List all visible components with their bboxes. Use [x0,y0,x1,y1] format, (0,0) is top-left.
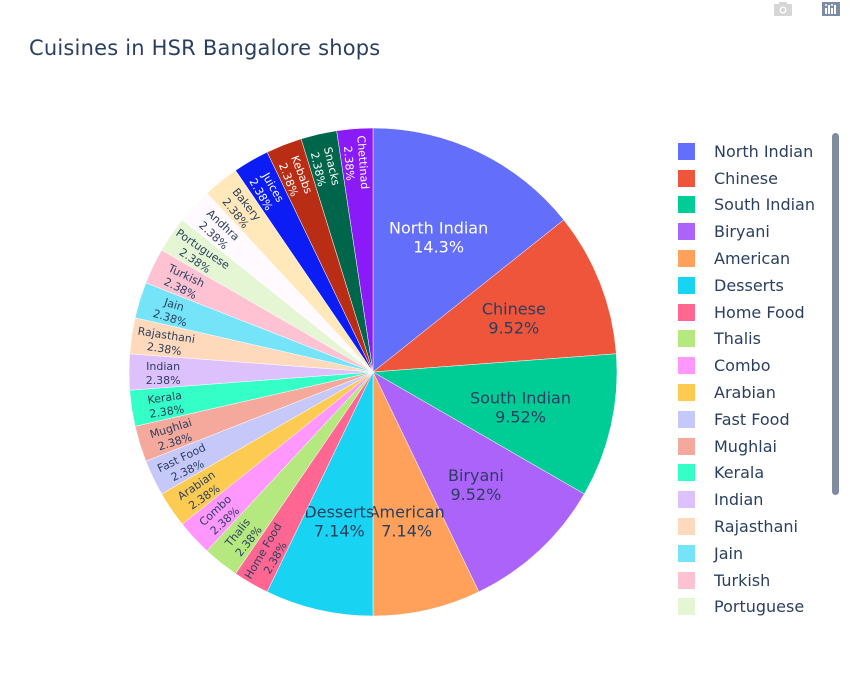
legend-item-jain[interactable]: Jain [672,540,832,567]
legend-label: South Indian [714,195,815,215]
legend-swatch [678,276,695,294]
pie-slice-biryani[interactable] [372,371,585,593]
legend-swatch [678,250,695,268]
legend-item-combo[interactable]: Combo [672,352,832,379]
legend-label: Home Food [714,302,805,322]
svg-text:2.38%: 2.38% [149,403,186,421]
legend-item-south-indian[interactable]: South Indian [672,192,832,219]
legend-label: Combo [714,356,771,376]
legend-item-biryani[interactable]: Biryani [672,218,832,245]
legend-label: Rajasthani [714,517,798,537]
svg-text:Kerala: Kerala [147,389,183,407]
legend-label: Portuguese [714,597,805,617]
legend-item-rajasthani[interactable]: Rajasthani [672,513,832,540]
legend-label: Turkish [714,570,771,590]
svg-text:Jain: Jain [162,295,186,314]
svg-text:Indian: Indian [146,360,180,373]
legend-label: Arabian [714,383,776,403]
legend-item-arabian[interactable]: Arabian [672,379,832,406]
legend-swatch [678,330,695,348]
legend-swatch [678,410,695,428]
legend-swatch [678,518,695,536]
legend-label: Mughlai [714,436,777,456]
legend-label: Fast Food [714,409,790,429]
camera-icon[interactable] [772,2,794,16]
legend-item-portuguese[interactable]: Portuguese [672,594,832,618]
pie-slice-desserts[interactable] [266,371,374,617]
legend-swatch [678,464,695,482]
legend-swatch [678,357,695,375]
legend-item-turkish[interactable]: Turkish [672,567,832,594]
legend-label: Biryani [714,222,770,242]
legend: North Indian Chinese South Indian Biryani Am… [672,138,832,618]
svg-text:9.52%: 9.52% [495,408,546,427]
pie-slice-american[interactable] [372,371,480,617]
legend-item-fast-food[interactable]: Fast Food [672,406,832,433]
svg-text:American: American [369,502,445,521]
legend-label: Thalis [714,329,761,349]
legend-label: Jain [714,543,744,563]
legend-label: Indian [714,490,764,510]
svg-text:South Indian: South Indian [470,389,571,408]
legend-swatch [678,544,695,562]
legend-label: American [714,249,791,269]
legend-swatch [678,142,695,160]
legend-item-american[interactable]: American [672,245,832,272]
svg-text:2.38%: 2.38% [146,374,181,387]
pie-slice-north-indian[interactable] [372,127,565,373]
svg-text:2.38%: 2.38% [146,340,183,358]
svg-text:Chettinad: Chettinad [354,135,371,190]
legend-item-indian[interactable]: Indian [672,486,832,513]
legend-swatch [678,196,695,214]
legend-label: North Indian [714,141,814,161]
legend-swatch [678,571,695,589]
legend-swatch [678,169,695,187]
pie-slice-chinese[interactable] [372,219,617,373]
legend-swatch [678,491,695,509]
legend-label: Chinese [714,168,778,188]
legend-item-north-indian[interactable]: North Indian [672,138,832,165]
legend-label: Kerala [714,463,765,483]
legend-swatch [678,303,695,321]
legend-item-desserts[interactable]: Desserts [672,272,832,299]
pie-slice-chettinad[interactable] [336,127,374,373]
legend-swatch [678,223,695,241]
svg-text:North Indian: North Indian [389,219,488,238]
svg-text:9.52%: 9.52% [488,319,539,338]
svg-text:14.3%: 14.3% [413,238,464,257]
svg-text:9.52%: 9.52% [450,485,501,504]
modebar [772,0,842,18]
svg-text:Desserts: Desserts [304,502,374,521]
svg-text:Biryani: Biryani [448,466,504,485]
legend-item-home-food[interactable]: Home Food [672,299,832,326]
plotly-logo-icon[interactable] [820,2,842,16]
pie-slice-south-indian[interactable] [372,353,618,495]
legend-item-chinese[interactable]: Chinese [672,165,832,192]
legend-swatch [678,384,695,402]
svg-text:2.38%: 2.38% [341,145,357,181]
legend-swatch [678,437,695,455]
svg-text:7.14%: 7.14% [381,521,432,540]
legend-scrollbar[interactable] [832,133,839,495]
legend-label: Desserts [714,275,784,295]
legend-item-kerala[interactable]: Kerala [672,460,832,487]
legend-swatch [678,598,695,616]
legend-item-thalis[interactable]: Thalis [672,326,832,353]
svg-text:Chinese: Chinese [482,300,546,319]
chart-title: Cuisines in HSR Bangalore shops [29,36,381,60]
svg-text:7.14%: 7.14% [314,521,365,540]
legend-item-mughlai[interactable]: Mughlai [672,433,832,460]
